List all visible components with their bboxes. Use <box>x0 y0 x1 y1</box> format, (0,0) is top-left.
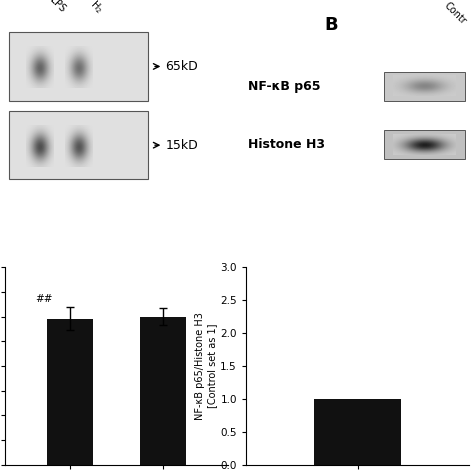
Bar <box>140 317 186 465</box>
Text: B: B <box>324 16 337 34</box>
Text: H$_2$: H$_2$ <box>87 0 106 16</box>
Text: 15kD: 15kD <box>165 139 198 152</box>
Text: H$_2$+LPS: H$_2$+LPS <box>32 0 69 16</box>
Text: ##: ## <box>35 294 53 304</box>
Text: 65kD: 65kD <box>165 60 198 73</box>
Bar <box>46 319 93 465</box>
Text: Histone H3: Histone H3 <box>248 137 325 151</box>
Text: NF-κB p65: NF-κB p65 <box>248 80 321 92</box>
Bar <box>314 399 401 465</box>
Text: Contr: Contr <box>442 0 468 26</box>
Y-axis label: NF-κB p65/Histone H3
[Control set as 1]: NF-κB p65/Histone H3 [Control set as 1] <box>195 312 218 420</box>
